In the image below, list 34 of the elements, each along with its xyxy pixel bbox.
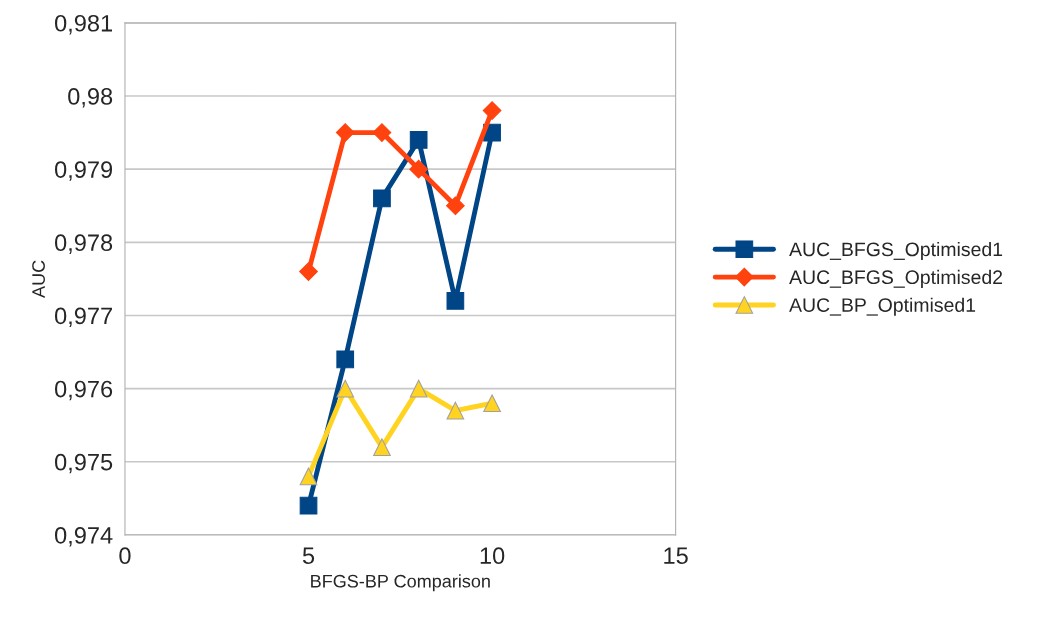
x-axis-title: BFGS-BP Comparison [311,574,490,592]
y-tick-label: 0,981 [55,14,113,35]
y-tick-label: 0,977 [55,307,112,328]
y-tick-label: 0,979 [55,161,113,181]
x-tick-label: 15 [664,547,688,565]
legend-label: AUC_BFGS_Optimised2 [789,269,1003,288]
x-tick-label: 0 [119,547,131,565]
y-tick-label: 0,974 [55,527,113,547]
point [446,401,465,420]
point [299,496,318,515]
y-tick-label: 0,98 [68,88,113,108]
y-tick-label: 0,975 [55,453,113,474]
legend-label: AUC_BP_Optimised1 [789,297,976,316]
point [409,131,428,149]
y-tick-label: 0,978 [55,234,113,254]
point [446,196,465,216]
point [299,467,318,486]
legend-label: AUC_BFGS_Optimised1 [789,241,1003,261]
point [336,350,355,369]
point [482,101,502,120]
point [483,394,501,413]
point [409,379,428,398]
point [299,262,318,281]
point [409,159,429,179]
y-axis-title: AUC [32,260,45,298]
point [446,291,465,310]
point [336,379,355,398]
point [373,189,391,208]
point [335,123,355,142]
point [372,123,392,142]
x-tick-label: 5 [302,547,315,565]
x-tick-label: 10 [480,547,505,565]
y-tick-label: 0,976 [55,380,113,401]
point [373,438,391,456]
